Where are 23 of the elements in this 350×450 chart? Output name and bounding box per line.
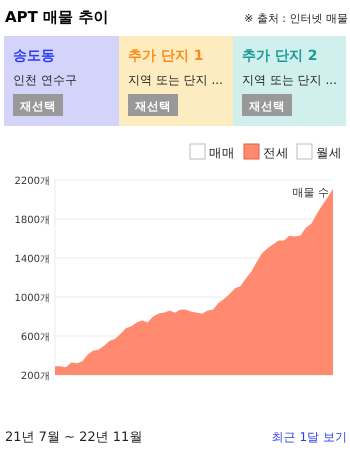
text: 재선택 [248,99,285,113]
text: 송도동 [13,48,55,64]
y-tick-label: 1400개 [14,254,50,265]
text: 추가 단지 1 [128,48,204,64]
y-tick-label: 1800개 [14,215,50,226]
annotation: 매물 수 [292,186,329,199]
y-tick-label: 1000개 [14,293,50,304]
text: 최근 1달 보기 [272,430,347,444]
text: 지역 또는 단지 ... [128,73,223,87]
text: 인천 연수구 [13,73,77,87]
text: 매매 [209,145,235,160]
text: 21년 7월 ~ 22년 11월 [5,430,142,445]
text: 재선택 [19,99,56,113]
text: 재선택 [134,99,171,113]
y-tick-label: 600개 [20,332,50,343]
y-tick-label: 200개 [20,371,50,382]
text: 추가 단지 2 [242,48,318,64]
legend-label: 전세 [263,145,289,160]
chart-title: APT 매물 추이 [5,8,108,26]
text: ※ 출처 : 인터넷 매물 [244,12,348,25]
text: 지역 또는 단지 ... [242,73,337,87]
y-tick-label: 2200개 [14,176,50,187]
text: 월세 [316,145,342,160]
